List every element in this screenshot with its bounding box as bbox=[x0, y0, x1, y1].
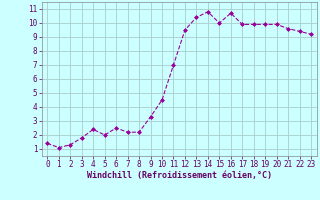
X-axis label: Windchill (Refroidissement éolien,°C): Windchill (Refroidissement éolien,°C) bbox=[87, 171, 272, 180]
